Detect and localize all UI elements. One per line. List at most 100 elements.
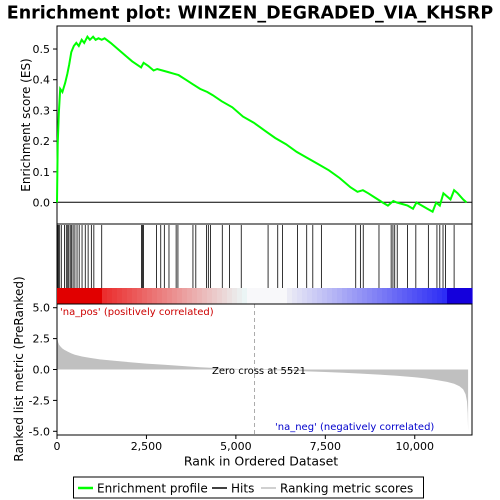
color-bar-segment (362, 288, 368, 304)
color-bar-segment (307, 288, 313, 304)
color-bar-segment (262, 288, 268, 304)
color-bar-segment (127, 288, 133, 304)
color-bar-segment (442, 288, 448, 304)
negative-correlation-label: 'na_neg' (negatively correlated) (275, 422, 434, 433)
es-y-tick-label: 0.1 (33, 166, 51, 179)
color-bar-segment (277, 288, 283, 304)
metric-x-axis-label: Rank in Ordered Dataset (184, 454, 338, 469)
metric-y-axis-label: Ranked list metric (PreRanked) (12, 276, 26, 461)
rank-color-bar (57, 288, 473, 304)
color-bar-segment (317, 288, 323, 304)
color-bar-segment (92, 288, 98, 304)
color-bar-segment (367, 288, 373, 304)
color-bar-segment (102, 288, 108, 304)
color-bar-segment (342, 288, 348, 304)
color-bar-segment (162, 288, 168, 304)
color-bar-segment (142, 288, 148, 304)
color-bar-segment (182, 288, 188, 304)
color-bar-segment (347, 288, 353, 304)
metric-x-tick-label: 10,000 (396, 440, 435, 453)
color-bar-segment (437, 288, 443, 304)
es-y-tick-label: 0.0 (33, 197, 51, 210)
color-bar-segment (207, 288, 213, 304)
color-bar-segment (322, 288, 328, 304)
legend-item-enrichment-profile: Enrichment profile (97, 482, 208, 496)
metric-x-axis-ticks: 0 2,500 5,000 7,500 10,000 (54, 435, 435, 453)
es-y-tick-label: 0.5 (33, 43, 51, 56)
color-bar-segment (57, 288, 63, 304)
color-bar-segment (407, 288, 413, 304)
metric-y-tick-label: 2.5 (33, 333, 51, 346)
color-bar-segment (137, 288, 143, 304)
metric-y-axis-ticks: -5.0 -2.5 0.0 2.5 5.0 (29, 302, 57, 438)
color-bar-segment (212, 288, 218, 304)
color-bar-segment (237, 288, 243, 304)
legend-box (73, 476, 424, 499)
color-bar-segment (242, 288, 248, 304)
color-bar-segment (332, 288, 338, 304)
metric-y-tick-label: 0.0 (33, 364, 51, 377)
color-bar-segment (177, 288, 183, 304)
color-bar-segment (467, 288, 473, 304)
color-bar-segment (447, 288, 453, 304)
metric-y-tick-label: -5.0 (29, 425, 50, 438)
metric-x-tick-label: 7,500 (310, 440, 342, 453)
color-bar-segment (302, 288, 308, 304)
positive-correlation-label: 'na_pos' (positively correlated) (60, 307, 214, 318)
color-bar-segment (267, 288, 273, 304)
chart-title: Enrichment plot: WINZEN_DEGRADED_VIA_KHS… (7, 4, 494, 24)
color-bar-segment (397, 288, 403, 304)
color-bar-segment (452, 288, 458, 304)
color-bar-segment (412, 288, 418, 304)
ranked-metric-panel: -5.0 -2.5 0.0 2.5 5.0 0 2,500 5,000 7,500 10,000… (12, 276, 473, 469)
es-y-axis-label: Enrichment score (ES) (19, 58, 33, 191)
color-bar-segment (62, 288, 68, 304)
color-bar-segment (152, 288, 158, 304)
color-bar-segment (97, 288, 103, 304)
metric-y-tick-label: -2.5 (29, 394, 50, 407)
color-bar-segment (387, 288, 393, 304)
color-bar-segment (297, 288, 303, 304)
metric-x-tick-label: 5,000 (220, 440, 252, 453)
color-bar-segment (337, 288, 343, 304)
color-bar-segment (87, 288, 93, 304)
color-bar-segment (107, 288, 113, 304)
color-bar-segment (312, 288, 318, 304)
color-bar-segment (117, 288, 123, 304)
color-bar-segment (132, 288, 138, 304)
color-bar-segment (252, 288, 258, 304)
color-bar-segment (427, 288, 433, 304)
color-bar-segment (192, 288, 198, 304)
color-bar-segment (357, 288, 363, 304)
color-bar-segment (72, 288, 78, 304)
es-y-tick-label: 0.3 (33, 104, 51, 117)
color-bar-segment (462, 288, 468, 304)
color-bar-segment (82, 288, 88, 304)
color-bar-segment (457, 288, 463, 304)
color-bar-segment (172, 288, 178, 304)
color-bar-segment (382, 288, 388, 304)
legend: Enrichment profile Hits Ranking metric s… (73, 476, 424, 499)
color-bar-segment (197, 288, 203, 304)
color-bar-segment (432, 288, 438, 304)
color-bar-segment (167, 288, 173, 304)
color-bar-segment (372, 288, 378, 304)
legend-item-ranking-metric: Ranking metric scores (280, 482, 413, 496)
color-bar-segment (292, 288, 298, 304)
es-y-axis-ticks: 0.0 0.1 0.2 0.3 0.4 0.5 (33, 43, 57, 210)
color-bar-segment (147, 288, 153, 304)
color-bar-segment (77, 288, 83, 304)
color-bar-segment (257, 288, 263, 304)
color-bar-segment (122, 288, 128, 304)
color-bar-segment (352, 288, 358, 304)
color-bar-segment (417, 288, 423, 304)
hit-markers (57, 225, 455, 288)
color-bar-segment (247, 288, 253, 304)
color-bar-segment (202, 288, 208, 304)
color-bar-segment (327, 288, 333, 304)
legend-item-hits: Hits (231, 482, 254, 496)
color-bar-segment (392, 288, 398, 304)
es-y-tick-label: 0.2 (33, 135, 51, 148)
zero-cross-label: Zero cross at 5521 (212, 366, 306, 377)
